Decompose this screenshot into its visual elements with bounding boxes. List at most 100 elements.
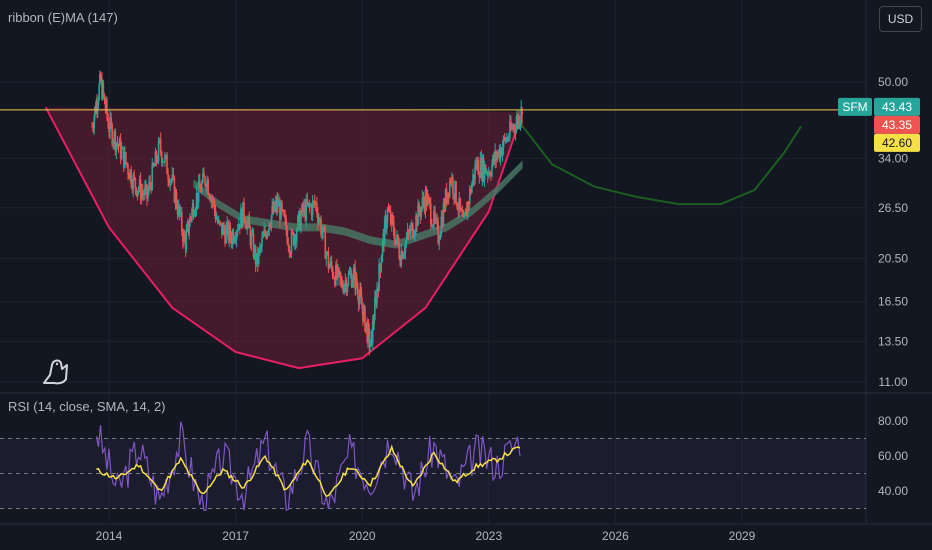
candle-body: [361, 304, 363, 309]
candle-body: [259, 246, 261, 250]
tradingview-logo-icon[interactable]: [40, 355, 76, 387]
candle-body: [262, 235, 264, 239]
price-axis-label: 26.50: [878, 201, 908, 215]
candle-body: [277, 199, 279, 207]
candle-body: [184, 233, 186, 243]
candle-body: [462, 216, 465, 218]
candle-body: [497, 149, 500, 155]
candle-body: [467, 202, 470, 205]
candle-body: [470, 188, 472, 193]
last-price-badge-text: 43.43: [882, 100, 912, 114]
candle-body: [451, 177, 453, 183]
candle-body: [518, 123, 521, 127]
price-axis-label: 16.50: [878, 295, 908, 309]
candle-body: [459, 197, 462, 209]
candle-body: [404, 242, 407, 253]
candle-body: [291, 232, 294, 234]
candle-body: [248, 217, 251, 228]
candle-body: [518, 115, 520, 127]
candle-body: [510, 121, 512, 130]
candle-body: [93, 116, 96, 129]
candle-body: [269, 223, 271, 226]
time-axis-label: 2029: [729, 529, 756, 543]
candle-body: [318, 219, 320, 223]
candle-body: [124, 152, 126, 168]
candle-body: [342, 287, 345, 293]
candle-body: [106, 114, 109, 120]
candle-body: [333, 277, 336, 286]
price-axis-label: 20.50: [878, 252, 908, 266]
candle-body: [412, 223, 414, 238]
candle-body: [204, 176, 206, 186]
candle-body: [378, 264, 380, 291]
candle-body: [343, 285, 346, 293]
candle-body: [150, 184, 152, 190]
candle-body: [416, 215, 418, 226]
candle-body: [125, 152, 127, 163]
third-price-badge-text: 42.60: [882, 136, 912, 150]
candle-body: [360, 294, 363, 305]
candle-body: [415, 215, 417, 232]
candle-body: [317, 213, 319, 223]
candle-body: [499, 148, 502, 160]
candle-body: [492, 155, 494, 165]
candle-body: [461, 210, 464, 217]
candle-body: [408, 232, 411, 235]
candle-body: [483, 164, 486, 181]
candle-body: [493, 155, 495, 162]
candle-body: [247, 217, 250, 222]
candle-body: [135, 187, 138, 196]
candle-body: [402, 254, 405, 259]
rsi-ma-line: [96, 444, 521, 498]
candle-body: [139, 179, 142, 200]
candle-body: [438, 239, 441, 244]
candle-body: [374, 298, 376, 320]
candle-body: [177, 204, 180, 215]
candle-body: [428, 198, 431, 204]
candle-body: [176, 207, 179, 215]
candle-body: [482, 157, 485, 181]
candle-body: [479, 157, 482, 178]
candle-body: [341, 280, 343, 288]
rsi-label: RSI (14, close, SMA, 14, 2): [8, 399, 166, 414]
candle-body: [265, 233, 267, 239]
candle-body: [431, 224, 433, 227]
candle-body: [434, 210, 436, 220]
candle-body: [357, 288, 359, 299]
candle-body: [143, 193, 145, 196]
candle-body: [406, 230, 409, 239]
rsi-axis-label: 80.00: [878, 414, 908, 428]
candle-body: [126, 162, 128, 166]
candle-body: [439, 234, 442, 240]
candle-body: [287, 243, 290, 247]
candle-body: [398, 244, 400, 258]
candle-body: [193, 213, 196, 217]
candle-body: [463, 213, 466, 217]
candle-body: [312, 200, 315, 202]
candle-body: [282, 210, 284, 212]
candle-body: [253, 246, 256, 258]
candle-body: [421, 197, 424, 207]
candle-body: [344, 280, 347, 286]
candle-body: [400, 250, 403, 266]
candle-body: [364, 323, 367, 332]
candle-body: [146, 184, 148, 199]
candle-body: [521, 107, 523, 123]
candle-body: [172, 174, 175, 178]
candle-body: [249, 227, 252, 245]
currency-button[interactable]: USD: [879, 6, 922, 32]
second-price-badge: 43.35: [874, 115, 920, 134]
symbol-badge-bg: [838, 97, 872, 116]
candle-body: [519, 120, 522, 124]
candle-body: [243, 201, 245, 219]
candle-body: [316, 202, 318, 214]
candle-body: [358, 296, 361, 305]
candle-body: [206, 179, 208, 188]
candle-body: [165, 155, 167, 157]
candle-body: [218, 220, 221, 223]
candle-body: [481, 157, 484, 179]
candle-body: [488, 172, 490, 176]
candle-body: [368, 328, 371, 348]
candle-body: [435, 218, 437, 220]
